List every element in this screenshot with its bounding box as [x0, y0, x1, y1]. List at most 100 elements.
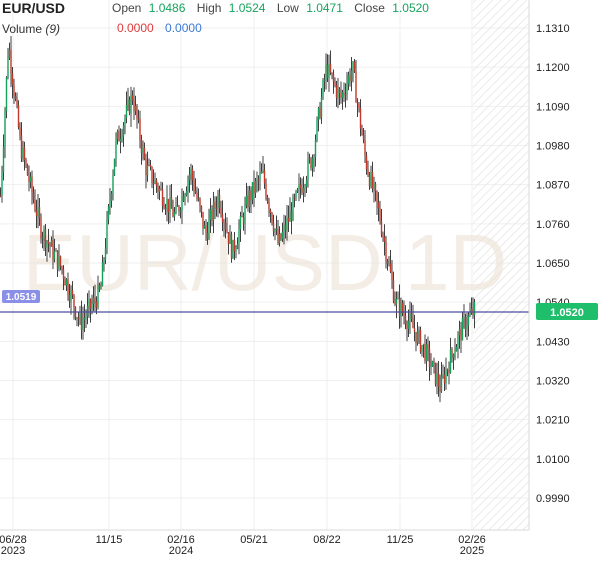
candle-body — [221, 214, 224, 223]
candle — [58, 244, 60, 272]
candle-body — [371, 172, 374, 189]
candle — [440, 362, 443, 393]
candle-body — [296, 189, 299, 192]
candle-body — [356, 102, 359, 104]
candle-body — [350, 70, 353, 81]
x-tick-label: 11/15 — [96, 534, 123, 546]
candle — [14, 92, 17, 102]
candle — [203, 220, 206, 229]
candle-body — [266, 197, 269, 202]
candle-body — [332, 74, 335, 82]
candle-body — [38, 207, 41, 219]
candle-body — [310, 158, 312, 169]
candle-body — [383, 237, 386, 242]
candle-body — [236, 244, 239, 249]
candle-body — [239, 216, 242, 230]
candle-body — [52, 240, 54, 260]
candle — [439, 374, 441, 403]
candle-body — [398, 297, 401, 317]
candle — [94, 284, 96, 312]
candle-body — [194, 190, 197, 193]
candle — [50, 236, 53, 247]
candle — [331, 72, 333, 80]
candle — [422, 343, 425, 358]
candle-body — [103, 259, 105, 263]
candle-body — [20, 135, 23, 159]
candle — [299, 177, 302, 199]
candle-body — [37, 207, 39, 216]
candle-body — [211, 209, 213, 221]
candle — [349, 68, 351, 87]
candle — [208, 208, 210, 241]
candle — [265, 178, 267, 201]
candle — [358, 102, 360, 113]
candle-body — [335, 85, 338, 98]
candle — [374, 181, 377, 202]
candle-body — [305, 180, 308, 187]
candle — [113, 158, 116, 177]
candle-body — [388, 263, 390, 265]
candle-body — [377, 202, 380, 209]
candle-body — [268, 201, 270, 211]
candle-body — [269, 210, 272, 214]
candle-body — [199, 198, 201, 207]
candle-body — [455, 346, 458, 352]
candle-body — [143, 147, 146, 160]
candle — [98, 282, 101, 293]
candle-body — [58, 256, 60, 270]
candle-body — [176, 205, 179, 207]
candle-body — [23, 147, 26, 160]
candle-body — [218, 194, 221, 209]
candle-body — [292, 197, 294, 221]
candle — [70, 285, 72, 315]
candle-body — [215, 207, 218, 209]
x-tick-label: 06/28 — [0, 534, 27, 546]
candle-body — [400, 303, 402, 317]
candle-body — [151, 166, 153, 184]
candle-body — [394, 301, 396, 305]
candle — [229, 224, 231, 244]
candle-body — [25, 159, 27, 165]
candle-body — [235, 248, 237, 252]
candle-body — [208, 219, 210, 239]
candle — [362, 128, 365, 144]
candle — [434, 362, 437, 387]
candle-body — [347, 75, 350, 84]
candle-body — [233, 239, 236, 252]
x-tick-label: 02/26 — [458, 534, 486, 546]
candle — [115, 132, 117, 167]
candle — [407, 309, 410, 337]
candle — [176, 195, 179, 207]
candle-body — [115, 138, 117, 159]
candle — [278, 226, 281, 247]
candle-body — [223, 222, 225, 224]
candle — [248, 185, 251, 214]
candle-body — [119, 138, 122, 142]
candle — [68, 284, 71, 308]
candle-body — [79, 313, 81, 319]
candle — [23, 141, 26, 171]
volume-value-1: 0.0000 — [117, 21, 154, 35]
candle — [65, 278, 68, 292]
candle-body — [85, 316, 87, 319]
candle-body — [65, 279, 68, 286]
candle — [127, 87, 129, 111]
candle — [116, 129, 119, 145]
candle-body — [164, 208, 167, 210]
candle-body — [31, 176, 33, 193]
candle — [361, 124, 363, 136]
candle-body — [322, 80, 324, 98]
y-tick-label: 1.1310 — [536, 23, 570, 35]
candle — [442, 364, 444, 379]
y-tick-label: 1.0100 — [536, 454, 570, 466]
candle-body — [404, 315, 407, 325]
candle — [161, 182, 164, 213]
candle-body — [278, 233, 281, 243]
candle — [341, 89, 344, 110]
candle-body — [287, 217, 290, 222]
grid-layer — [0, 0, 529, 530]
candle — [335, 80, 338, 107]
candle-body — [80, 313, 83, 331]
